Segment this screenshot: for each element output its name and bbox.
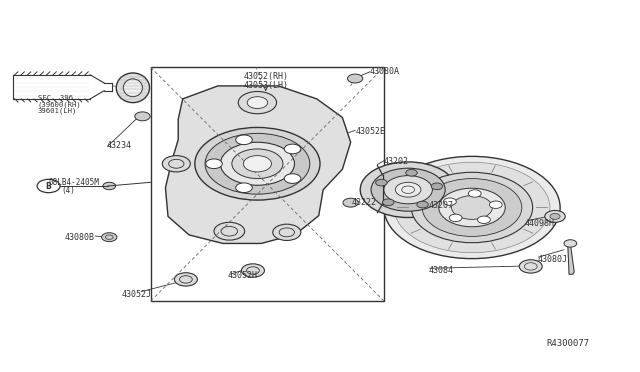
Circle shape [348,74,363,83]
Text: R4300077: R4300077 [547,339,589,348]
Circle shape [371,168,445,211]
Circle shape [343,198,358,207]
Circle shape [545,211,565,222]
Text: 43080J: 43080J [537,255,567,264]
Text: 39601(LH): 39601(LH) [38,108,77,114]
Text: 43080B: 43080B [65,232,95,242]
Text: (39600(RH): (39600(RH) [38,101,81,108]
Circle shape [360,162,456,218]
Circle shape [449,214,462,222]
Circle shape [220,142,294,185]
Circle shape [214,222,244,240]
Text: 43052(RH): 43052(RH) [243,72,288,81]
Circle shape [468,190,481,197]
Circle shape [444,198,456,205]
Circle shape [284,174,301,183]
Polygon shape [568,243,574,274]
Text: B: B [45,182,51,190]
Circle shape [550,214,560,219]
Text: 08LB4-2405M: 08LB4-2405M [49,178,99,187]
Circle shape [431,183,443,190]
Circle shape [417,201,428,208]
Text: 43084: 43084 [429,266,454,275]
Circle shape [247,97,268,109]
Circle shape [384,176,433,204]
Text: 43052E: 43052E [355,126,385,136]
Circle shape [232,149,283,179]
Circle shape [243,155,271,172]
Circle shape [163,155,190,172]
Text: 43202: 43202 [384,157,409,166]
Text: 43052J: 43052J [122,290,152,299]
Text: 43053(LH): 43053(LH) [243,81,288,90]
Circle shape [394,162,550,253]
Circle shape [37,179,60,193]
Circle shape [205,134,310,194]
Circle shape [241,264,264,277]
Circle shape [273,224,301,240]
Text: 43080A: 43080A [370,67,400,76]
Circle shape [452,196,492,219]
Circle shape [384,156,560,259]
Text: (4): (4) [61,186,76,195]
Circle shape [102,233,117,241]
Bar [151,67,384,301]
Text: 43222: 43222 [352,198,377,207]
Circle shape [236,135,252,145]
Circle shape [412,172,532,243]
Text: 43234: 43234 [106,141,131,151]
Circle shape [406,169,417,176]
Circle shape [103,182,116,190]
Text: 43052H: 43052H [227,271,257,280]
Circle shape [238,92,276,114]
Circle shape [195,128,320,200]
Circle shape [439,188,505,227]
Text: 44098H: 44098H [524,219,554,228]
Text: 43207: 43207 [429,201,454,210]
Circle shape [519,260,542,273]
Ellipse shape [124,79,143,97]
Circle shape [490,201,502,208]
Ellipse shape [116,73,150,103]
Circle shape [376,179,387,186]
Text: SEC. 396: SEC. 396 [38,95,73,101]
Circle shape [236,183,252,193]
Circle shape [477,216,490,224]
Circle shape [174,273,197,286]
Circle shape [422,179,522,236]
Circle shape [396,182,421,197]
Circle shape [564,240,577,247]
Circle shape [135,112,150,121]
Circle shape [205,159,222,169]
Circle shape [284,144,301,154]
Polygon shape [166,86,351,243]
Circle shape [383,199,394,206]
